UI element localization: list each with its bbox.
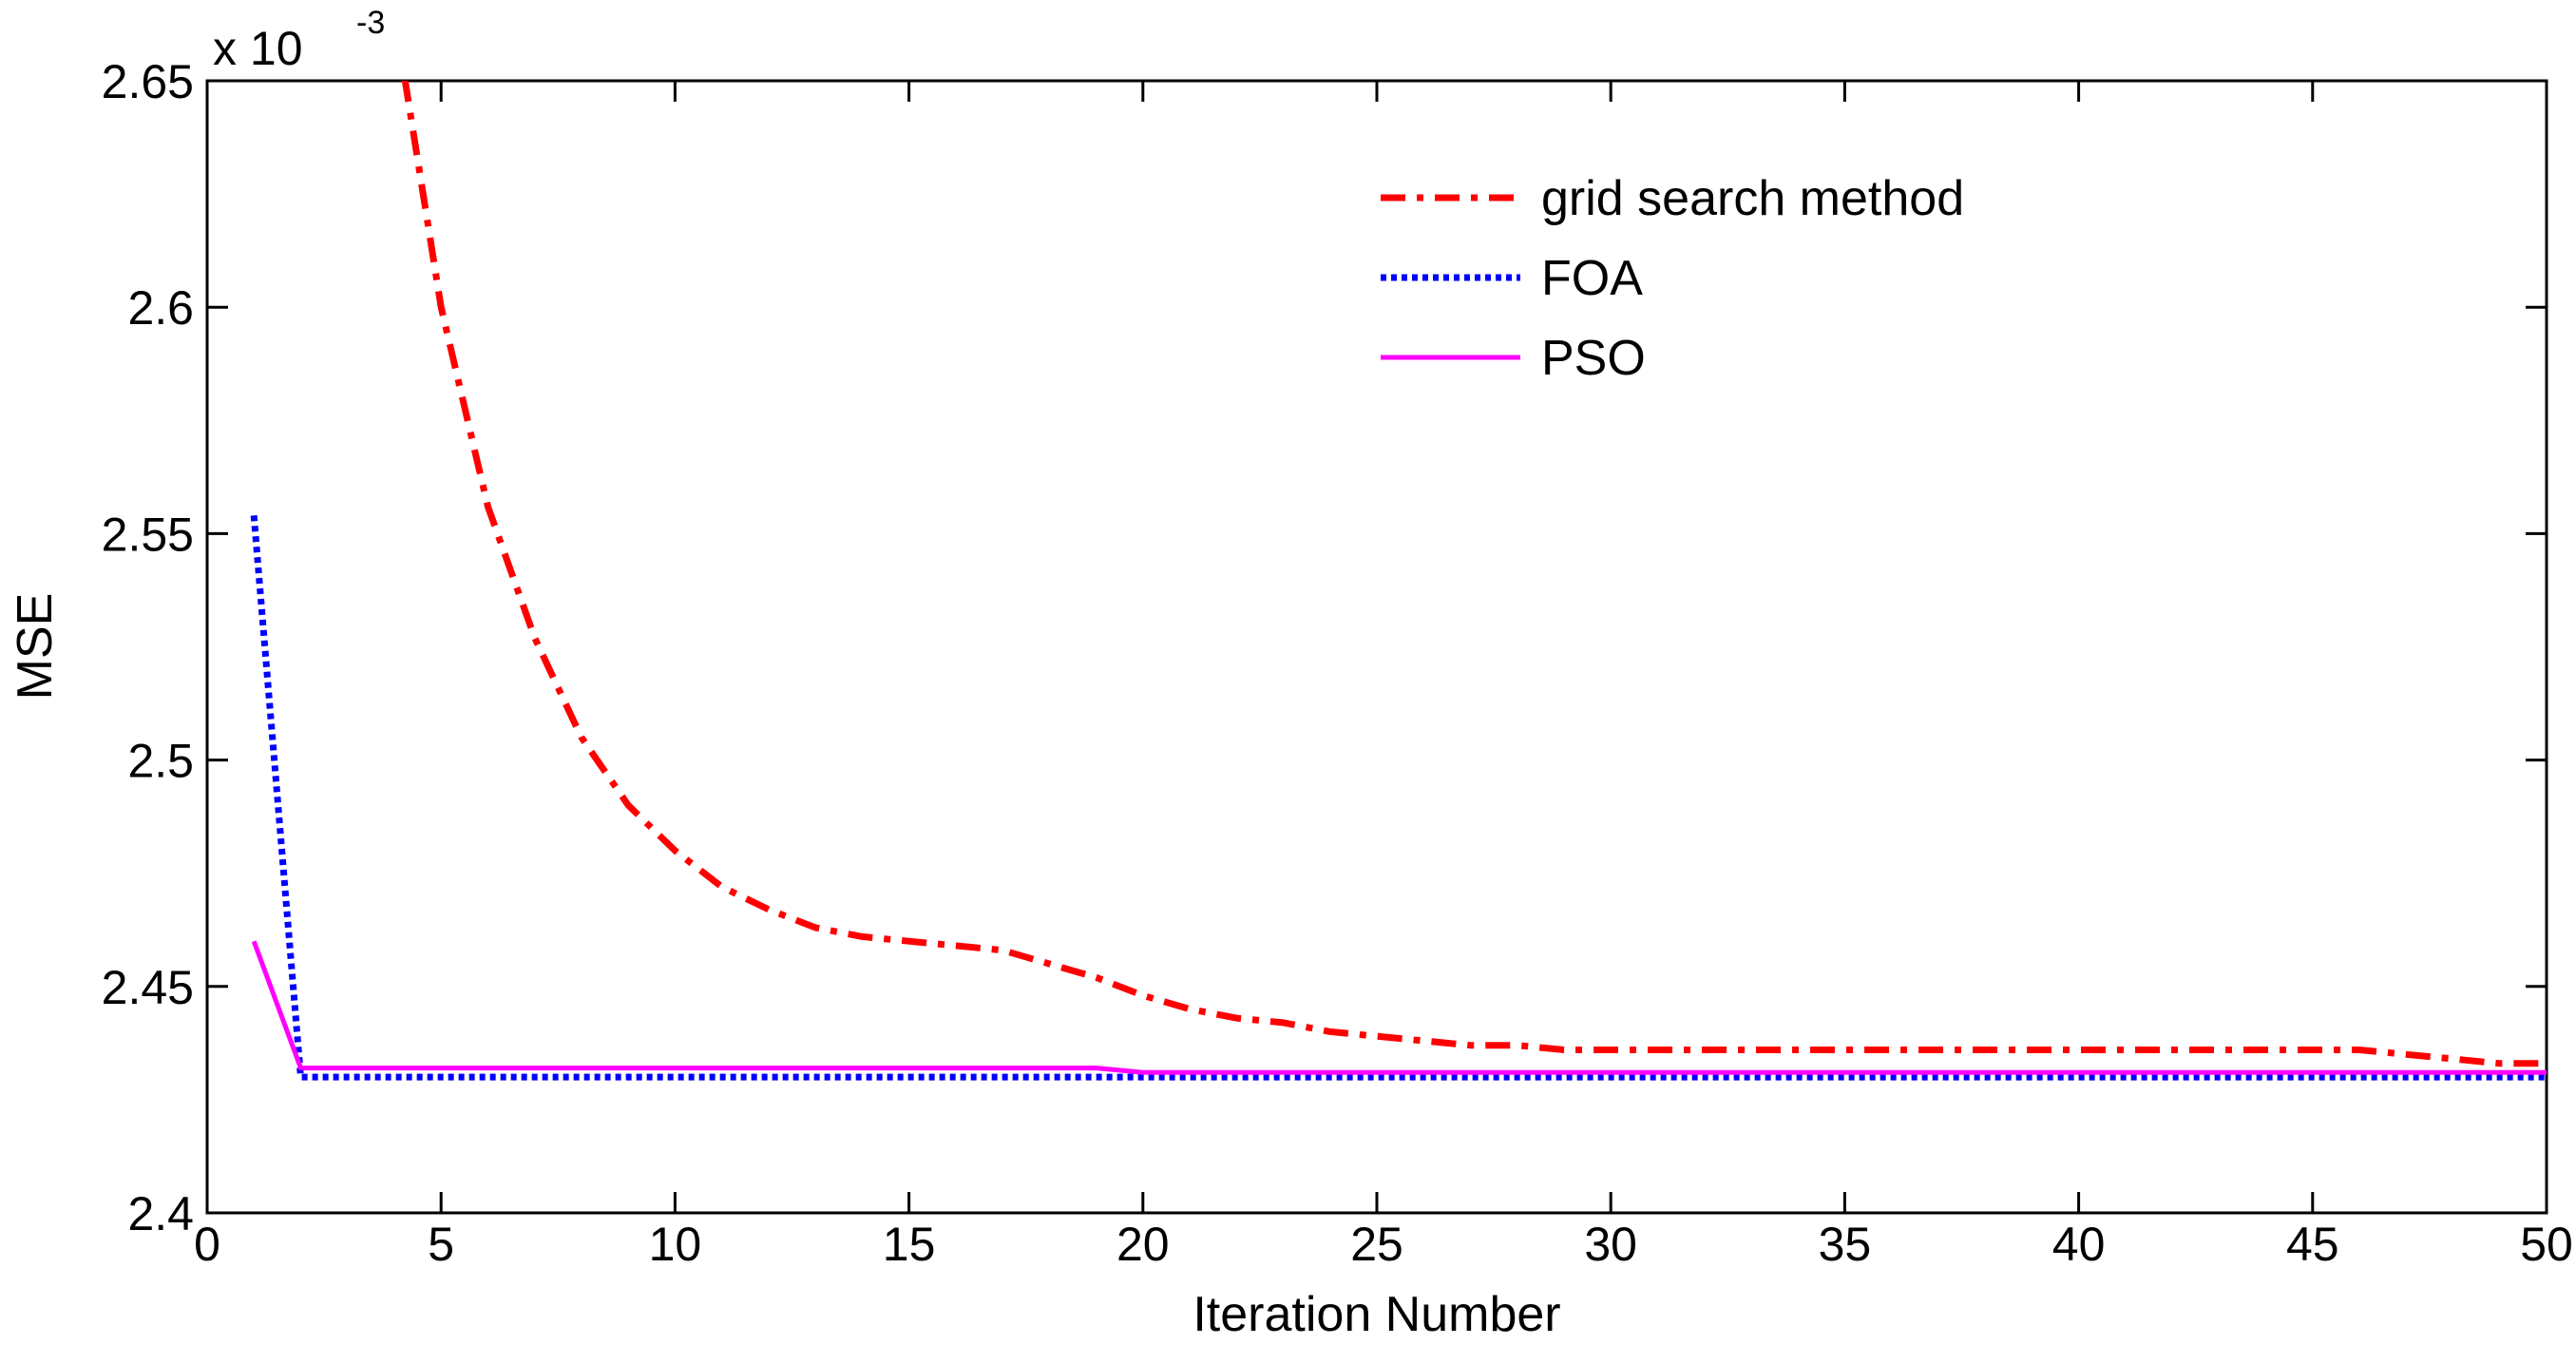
y-scale-exponent: x 10 -3 [213, 5, 385, 75]
legend-label: PSO [1541, 331, 1646, 386]
y-tick-label: 2.45 [102, 961, 194, 1014]
legend-label: FOA [1541, 251, 1643, 306]
y-tick-label: 2.55 [102, 508, 194, 561]
x-tick-label: 50 [2520, 1218, 2573, 1271]
x-axis-label: Iteration Number [1193, 1287, 1560, 1342]
x-tick-label: 5 [428, 1218, 454, 1271]
series-line-pso [251, 940, 2547, 1075]
series-line-grid-search-method [401, 81, 2547, 1067]
x-tick-label: 15 [883, 1218, 936, 1271]
plot-area [205, 79, 2548, 1215]
y-axis-label: MSE [8, 593, 63, 701]
y-tick-label: 2.5 [127, 735, 194, 788]
x-tick-label: 30 [1584, 1218, 1637, 1271]
x-tick-label: 0 [194, 1218, 220, 1271]
legend: grid search method FOA PSO [1381, 171, 1964, 386]
x-tick-label: 25 [1350, 1218, 1403, 1271]
x-tick-label: 20 [1116, 1218, 1170, 1271]
x-tick-label: 10 [649, 1218, 702, 1271]
legend-label: grid search method [1541, 171, 1964, 226]
series-line-foa [250, 515, 2547, 1081]
y-tick-label: 2.65 [102, 55, 194, 108]
y-scale-power: -3 [356, 5, 385, 41]
x-tick-label: 40 [2052, 1218, 2106, 1271]
series-lines [250, 81, 2547, 1081]
x-tick-label: 45 [2286, 1218, 2339, 1271]
x-axis-ticks: 0 5 10 15 20 25 30 35 40 45 50 [194, 81, 2573, 1271]
x-tick-label: 35 [1819, 1218, 1872, 1271]
y-axis-ticks: 2.4 2.45 2.5 2.55 2.6 2.65 [102, 55, 2547, 1240]
y-tick-label: 2.6 [127, 281, 194, 335]
y-tick-label: 2.4 [127, 1187, 194, 1240]
y-scale-base: x 10 [213, 22, 303, 75]
